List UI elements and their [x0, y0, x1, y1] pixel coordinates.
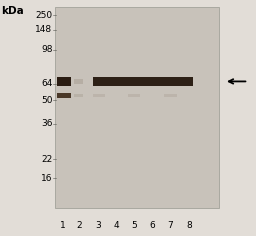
Text: 148: 148: [35, 25, 52, 34]
Text: 64: 64: [41, 79, 52, 88]
Text: 3: 3: [96, 221, 101, 230]
Text: 16: 16: [41, 174, 52, 183]
Bar: [55, 7, 219, 208]
Text: 36: 36: [41, 119, 52, 128]
Text: 5: 5: [132, 221, 137, 230]
Bar: [93, 77, 193, 86]
Text: 98: 98: [41, 45, 52, 54]
Text: 1: 1: [60, 221, 66, 230]
Text: 4: 4: [114, 221, 119, 230]
Text: 22: 22: [41, 155, 52, 164]
Text: 7: 7: [167, 221, 173, 230]
Bar: [74, 94, 83, 97]
Text: 6: 6: [150, 221, 155, 230]
Bar: [57, 93, 71, 98]
Text: 250: 250: [35, 11, 52, 20]
Text: 50: 50: [41, 96, 52, 105]
Text: 2: 2: [77, 221, 82, 230]
Bar: [57, 77, 71, 86]
Bar: [164, 94, 177, 97]
Bar: [128, 94, 140, 97]
Text: 8: 8: [187, 221, 192, 230]
Text: kDa: kDa: [1, 6, 24, 16]
Bar: [74, 79, 83, 84]
Bar: [93, 94, 105, 97]
